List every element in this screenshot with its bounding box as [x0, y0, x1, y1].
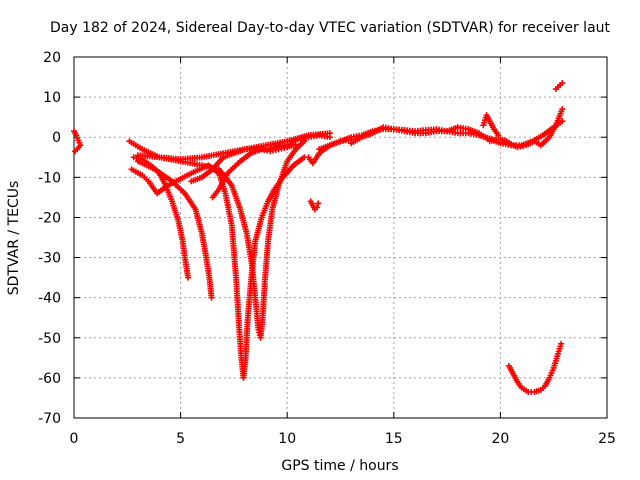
- series-arc-upper: [134, 130, 333, 163]
- x-tick-label: 25: [598, 431, 616, 447]
- series-arc-11h-low: [307, 198, 322, 213]
- x-axis-label: GPS time / hours: [281, 458, 398, 474]
- series-arc-dip-6.5h: [134, 158, 215, 301]
- series-arc-side: [209, 141, 299, 201]
- y-tick-label: -40: [38, 291, 61, 307]
- series-arc-late-upper: [348, 124, 495, 147]
- x-tick-label: 0: [70, 431, 79, 447]
- series-arc-mid: [188, 132, 333, 185]
- x-tick-label: 5: [176, 431, 185, 447]
- y-tick-label: -30: [38, 251, 61, 267]
- series-arc-bottom-right: [505, 340, 565, 395]
- y-tick-label: -20: [38, 210, 61, 226]
- data-marks: [71, 80, 566, 395]
- y-tick-label: -70: [38, 411, 61, 427]
- series-arc-dip-8.7h: [126, 138, 308, 341]
- grid: [74, 57, 607, 418]
- y-tick-labels: -70 -60 -50 -40 -30 -20 -10 0 10 20: [38, 50, 61, 427]
- y-tick-label: -60: [38, 371, 61, 387]
- x-tick-label: 10: [278, 431, 296, 447]
- axis-ticks: [73, 56, 608, 419]
- series-arc-start: [71, 128, 84, 155]
- y-tick-label: 10: [43, 90, 61, 106]
- x-tick-label: 20: [491, 431, 509, 447]
- series-arc-20h: [486, 106, 566, 151]
- x-tick-labels: 0 5 10 15 20 25: [70, 431, 616, 447]
- series-arc-end-high: [552, 80, 566, 93]
- y-axis-label: SDTVAR / TECUs: [6, 181, 22, 296]
- plot-frame: [73, 56, 608, 419]
- series-arc-peak-19h: [480, 112, 502, 139]
- y-tick-label: 20: [43, 50, 61, 66]
- chart-title: Day 182 of 2024, Sidereal Day-to-day VTE…: [50, 20, 611, 36]
- y-tick-label: 0: [52, 130, 61, 146]
- x-tick-label: 15: [385, 431, 403, 447]
- y-tick-label: -10: [38, 170, 61, 186]
- y-tick-label: -50: [38, 331, 61, 347]
